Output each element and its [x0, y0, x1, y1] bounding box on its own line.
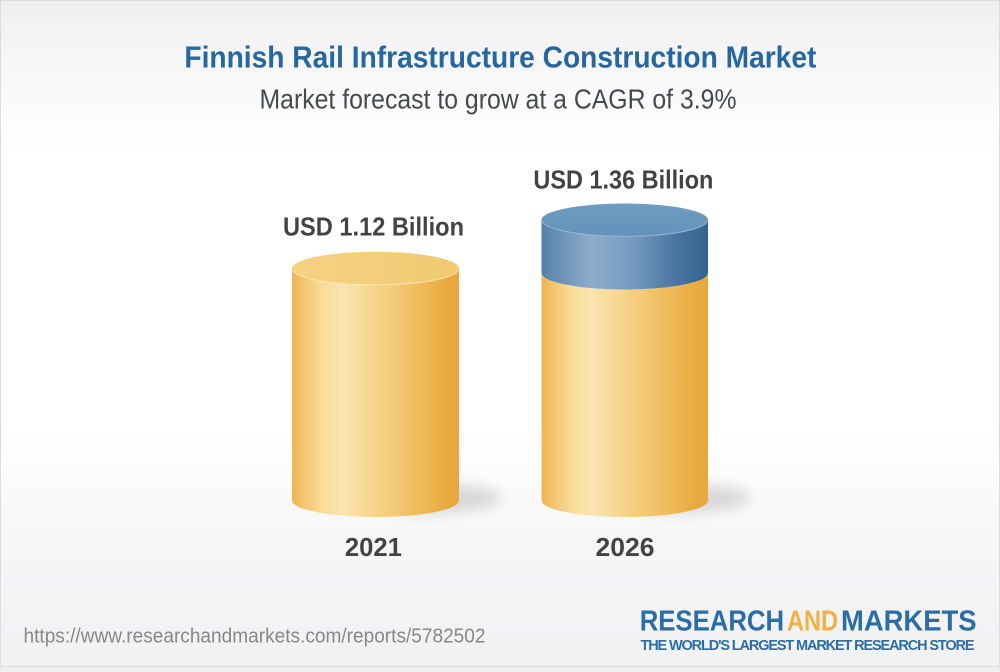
svg-text:https://www.researchandmarkets: https://www.researchandmarkets.com/repor… — [24, 626, 486, 648]
svg-text:THE WORLD'S LARGEST MARKET RES: THE WORLD'S LARGEST MARKET RESEARCH STOR… — [641, 638, 975, 654]
svg-text:USD 1.36 Billion: USD 1.36 Billion — [533, 164, 713, 194]
svg-text:2026: 2026 — [596, 532, 655, 562]
svg-text:MARKETS: MARKETS — [841, 605, 977, 637]
svg-text:RESEARCH: RESEARCH — [640, 605, 784, 637]
svg-text:Market forecast to grow at a C: Market forecast to grow at a CAGR of 3.9… — [260, 84, 737, 115]
svg-text:USD 1.12 Billion: USD 1.12 Billion — [283, 211, 464, 241]
svg-text:2021: 2021 — [345, 532, 402, 562]
svg-text:Finnish Rail Infrastructure Co: Finnish Rail Infrastructure Construction… — [184, 40, 816, 74]
svg-text:AND: AND — [787, 605, 838, 637]
